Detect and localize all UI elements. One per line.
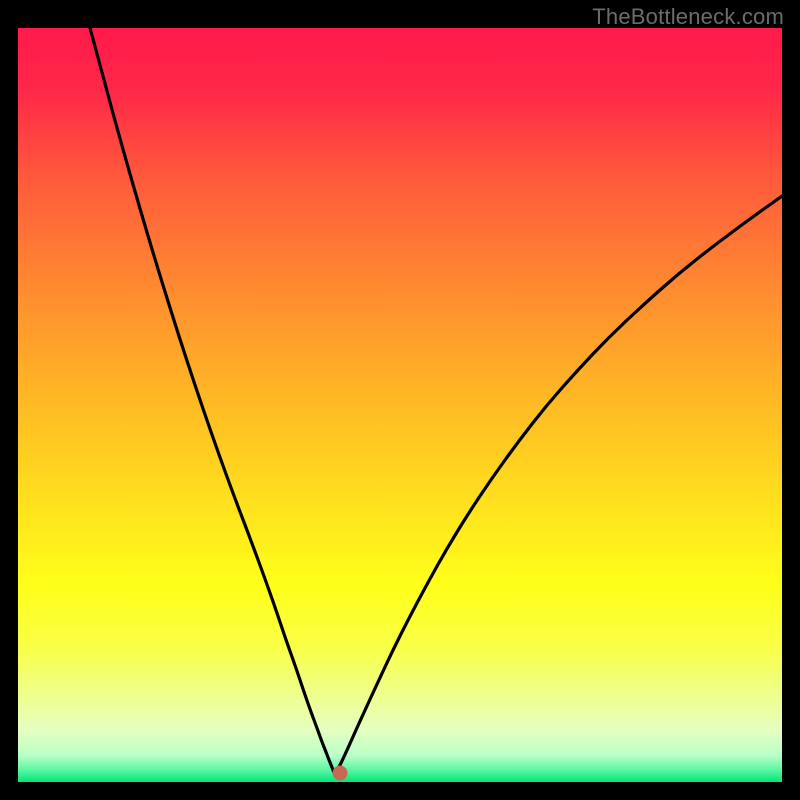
plot-area — [18, 28, 782, 782]
optimum-marker — [333, 766, 348, 781]
gradient-background — [18, 28, 782, 782]
plot-svg — [18, 28, 782, 782]
chart-frame: TheBottleneck.com — [0, 0, 800, 800]
watermark-text: TheBottleneck.com — [592, 4, 784, 30]
